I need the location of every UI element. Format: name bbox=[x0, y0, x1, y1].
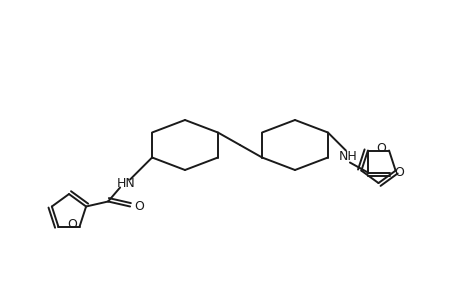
Text: O: O bbox=[67, 218, 77, 231]
Text: NH: NH bbox=[338, 150, 357, 163]
Text: O: O bbox=[134, 200, 144, 213]
Text: HN: HN bbox=[117, 177, 135, 190]
Text: O: O bbox=[393, 166, 403, 179]
Text: O: O bbox=[375, 142, 385, 155]
